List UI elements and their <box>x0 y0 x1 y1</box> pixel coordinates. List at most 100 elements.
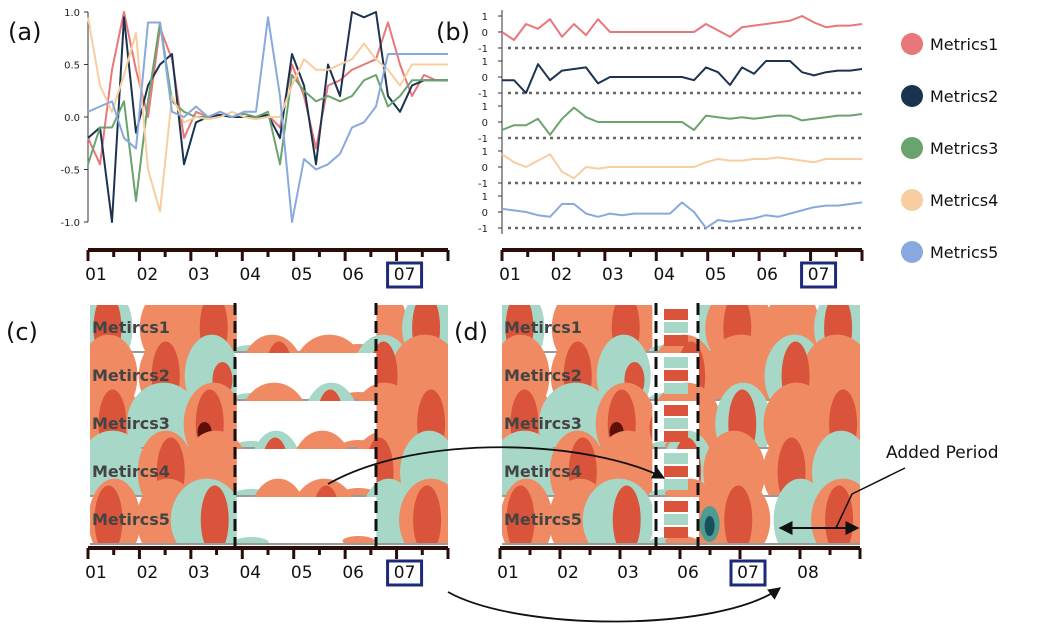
y-tick-label-b: 1 <box>482 147 488 158</box>
series-b-metrics3 <box>501 106 863 136</box>
compressed-cell-d <box>664 322 688 333</box>
legend-swatch-Metrics5 <box>901 241 923 263</box>
tick-label-d-07: 07 <box>737 563 759 583</box>
tick-label-a-03: 03 <box>188 265 210 285</box>
tick-label-d-03: 03 <box>617 563 639 583</box>
chart-b: 1 0 -1 1 0 -1 1 0 -1 1 0 -1 1 0 -1 01 02 03 04 05 06 07 <box>478 10 864 289</box>
y-tick-label-a: -0.5 <box>60 166 80 177</box>
tick-label-d-08: 08 <box>797 563 819 583</box>
legend-swatch-Metrics1 <box>901 33 923 55</box>
row-label-d-Metircs5: Metircs5 <box>504 510 582 529</box>
tick-label-c-03: 03 <box>188 563 210 583</box>
legend-label-Metrics4: Metrics4 <box>930 191 998 210</box>
tick-label-b-07: 07 <box>808 265 830 285</box>
highlight-box-c <box>386 559 424 587</box>
tick-label-b-05: 05 <box>705 265 727 285</box>
series-a-metrics4 <box>87 17 448 213</box>
row-label-c-Metircs1: Metircs1 <box>92 318 170 337</box>
y-tick-label-b: -1 <box>478 134 488 145</box>
y-tick-label-b: 1 <box>482 12 488 23</box>
heatmap-c-body: Metircs1 Metircs2 Metircs3 Metircs4 Metircs5 <box>90 305 448 545</box>
tick-label-a-02: 02 <box>137 265 159 285</box>
heat-core-c <box>413 485 442 545</box>
row-label-d-Metircs4: Metircs4 <box>504 462 582 481</box>
tick-label-d-06: 06 <box>677 563 699 583</box>
row-label-c-Metircs5: Metircs5 <box>92 510 170 529</box>
legend-label-Metrics1: Metrics1 <box>930 35 998 54</box>
highlight-box-a <box>386 261 424 289</box>
highlight-box-b <box>800 261 838 289</box>
tick-label-c-02: 02 <box>137 563 159 583</box>
series-b-metrics2 <box>502 60 863 94</box>
y-tick-label-a: 0.0 <box>64 113 80 124</box>
tick-label-a-01: 01 <box>85 265 107 285</box>
added-period-label: Added Period <box>886 443 999 463</box>
y-tick-label-b: 0 <box>482 73 488 84</box>
tick-label-c-01: 01 <box>85 563 107 583</box>
chart-a: 1.0 0.5 0.0 -0.5 -1.0 01 02 03 04 05 06 07 <box>60 8 450 289</box>
heat-gap-c <box>236 497 377 543</box>
legend: Metrics1 Metrics2 Metrics3 Metrics4 Metrics5 <box>901 33 998 263</box>
tick-label-b-03: 03 <box>602 265 624 285</box>
highlight-box-d <box>729 559 767 587</box>
legend-swatch-Metrics4 <box>901 189 923 211</box>
heat-gap-trace-d <box>665 536 697 545</box>
legend-label-Metrics2: Metrics2 <box>930 87 998 106</box>
row-label-c-Metircs2: Metircs2 <box>92 366 170 385</box>
series-b-metrics4 <box>501 153 862 180</box>
y-tick-label-a: 1.0 <box>64 8 80 19</box>
legend-label-Metrics5: Metrics5 <box>930 243 998 262</box>
heat-core-d <box>724 485 753 545</box>
row-label-d-Metircs1: Metircs1 <box>504 318 582 337</box>
series-b-metrics5 <box>501 201 863 229</box>
y-tick-label-b: -1 <box>478 179 488 190</box>
y-tick-label-b: 1 <box>482 102 488 113</box>
tick-label-a-05: 05 <box>291 265 313 285</box>
compressed-cell-d <box>664 514 688 525</box>
y-tick-label-b: -1 <box>478 89 488 100</box>
heatmap-d: Metircs1 Metircs2 Metircs3 Metircs4 Metircs5… <box>497 303 862 587</box>
heat-row-sep-c <box>90 543 448 545</box>
series-b-metrics1 <box>501 15 863 41</box>
annotations: Added Period <box>327 443 999 623</box>
heat-peak-dark-d <box>704 516 715 536</box>
y-tick-label-b: 1 <box>482 192 488 203</box>
legend-swatch-Metrics2 <box>901 85 923 107</box>
compressed-cell-d <box>664 405 688 416</box>
y-tick-label-b: 0 <box>482 28 488 39</box>
compressed-cell-d <box>664 335 688 346</box>
heatmap-c: Metircs1 Metircs2 Metircs3 Metircs4 Metircs5… <box>85 303 450 587</box>
row-label-d-Metircs3: Metircs3 <box>504 414 582 433</box>
compressed-cell-d <box>664 383 688 394</box>
series-a-metrics3 <box>87 21 448 202</box>
panel-label-a: (a) <box>8 18 41 46</box>
row-label-d-Metircs2: Metircs2 <box>504 366 582 385</box>
tick-label-b-04: 04 <box>653 265 675 285</box>
compressed-cell-d <box>664 466 688 477</box>
insert-arrow <box>327 446 666 485</box>
tick-label-a-07: 07 <box>394 265 416 285</box>
compressed-cell-d <box>664 431 688 442</box>
heat-gap-trace-c <box>342 536 375 545</box>
tick-label-d-02: 02 <box>557 563 579 583</box>
compressed-cell-d <box>664 453 688 464</box>
y-tick-label-b: 0 <box>482 208 488 219</box>
y-tick-label-b: -1 <box>478 224 488 235</box>
row-label-c-Metircs4: Metircs4 <box>92 462 170 481</box>
added-period-leader <box>835 467 906 529</box>
row-label-c-Metircs3: Metircs3 <box>92 414 170 433</box>
y-tick-label-b: 0 <box>482 118 488 129</box>
heat-core-d <box>506 485 535 545</box>
panel-label-d: (d) <box>454 318 488 346</box>
heat-core-c <box>94 485 123 545</box>
tick-label-a-04: 04 <box>239 265 261 285</box>
panel-label-b: (b) <box>436 18 470 46</box>
heat-core-d <box>612 485 641 545</box>
compressed-cell-d <box>664 309 688 320</box>
tick-label-c-06: 06 <box>342 563 364 583</box>
series-a-metrics5 <box>87 16 448 223</box>
tick-label-d-01: 01 <box>497 563 519 583</box>
y-tick-label-a: 0.5 <box>64 61 80 72</box>
